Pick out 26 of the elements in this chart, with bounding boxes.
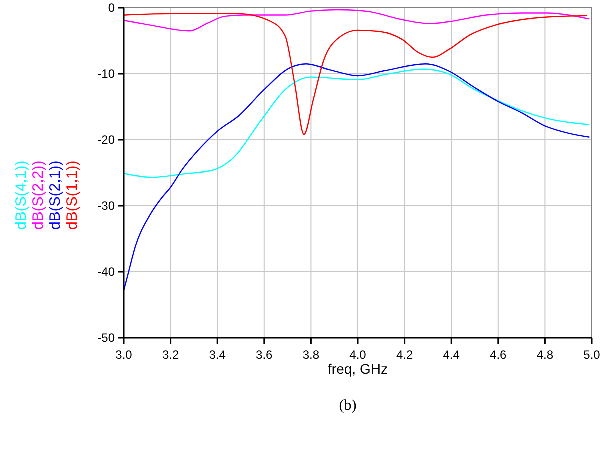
line-series xyxy=(123,13,588,136)
y-tick-label: -20 xyxy=(98,133,116,148)
x-tick-label: 3.6 xyxy=(256,348,274,362)
y-tick-label: 0 xyxy=(108,1,116,16)
x-tick-label: 4.2 xyxy=(396,348,414,362)
x-tick-label: 4.8 xyxy=(536,348,554,362)
line-series xyxy=(123,68,590,178)
x-tick-label: 4.4 xyxy=(443,348,460,362)
y-tick-label: -40 xyxy=(98,265,116,280)
x-tick-label: 3.2 xyxy=(162,348,180,362)
text: dB(S(2,2)) xyxy=(30,160,47,230)
y-tick-label: -30 xyxy=(98,199,116,214)
x-tick-label: 4.0 xyxy=(350,348,367,362)
y-tick-label: -10 xyxy=(98,67,116,82)
x-tick-label: 3.8 xyxy=(302,348,320,362)
x-tick-label: 3.0 xyxy=(116,348,133,362)
text: dB(S(2,1)) xyxy=(47,160,64,230)
x-axis-title: freq, GHz xyxy=(328,361,388,377)
x-tick-label: 4.6 xyxy=(490,348,508,362)
text: (b) xyxy=(339,398,357,414)
x-tick-label: 5.0 xyxy=(584,348,601,362)
text: dB(S(1,1)) xyxy=(64,160,81,230)
y-tick-label: -50 xyxy=(98,331,116,346)
line-series xyxy=(123,9,590,32)
text: dB(S(4,1)) xyxy=(13,160,30,230)
x-tick-label: 3.4 xyxy=(209,348,226,362)
